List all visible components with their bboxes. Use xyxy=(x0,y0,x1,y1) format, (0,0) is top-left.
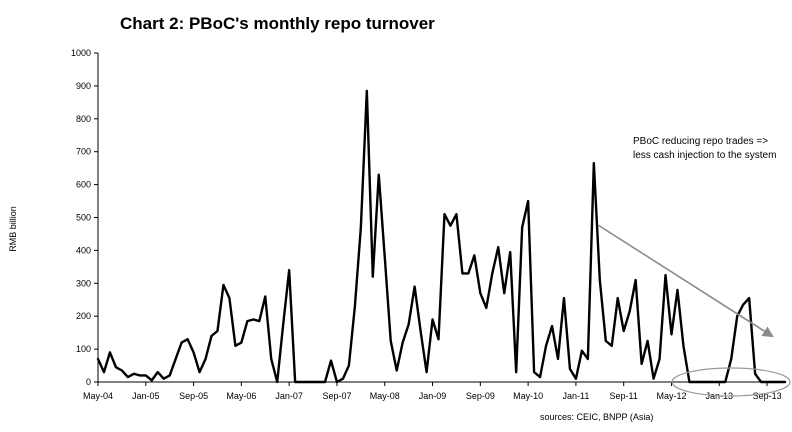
x-tick-label: May-12 xyxy=(656,391,686,401)
x-tick-label: Jan-05 xyxy=(132,391,160,401)
trend-annotation: PBoC reducing repo trades => less cash i… xyxy=(633,135,776,163)
repo-turnover-line xyxy=(96,89,787,384)
x-tick-label: May-08 xyxy=(370,391,400,401)
x-tick-label: Sep-11 xyxy=(610,391,638,401)
y-axis-ticks: 0 100 200 300 400 500 600 700 800 900 1000 xyxy=(71,48,98,387)
x-tick-label: May-04 xyxy=(83,391,113,401)
y-tick-label: 500 xyxy=(76,213,91,223)
x-tick-label: Jan-09 xyxy=(419,391,447,401)
x-tick-label: Sep-13 xyxy=(753,391,782,401)
trend-arrow xyxy=(597,224,774,338)
y-tick-label: 600 xyxy=(76,180,91,190)
annotation-line-2: less cash injection to the system xyxy=(633,150,777,161)
y-tick-label: 100 xyxy=(76,344,91,354)
series-group xyxy=(96,89,787,384)
y-tick-label: 900 xyxy=(76,81,91,91)
y-tick-label: 200 xyxy=(76,311,91,321)
y-tick-label: 0 xyxy=(86,377,91,387)
y-tick-label: 700 xyxy=(76,147,91,157)
x-tick-label: Sep-05 xyxy=(179,391,208,401)
annotation-line-1: PBoC reducing repo trades => xyxy=(633,136,769,147)
x-tick-label: Jan-07 xyxy=(275,391,303,401)
chart-title: Chart 2: PBoC's monthly repo turnover xyxy=(120,14,435,33)
overlay-group xyxy=(597,224,791,397)
y-tick-label: 800 xyxy=(76,114,91,124)
x-tick-label: Sep-09 xyxy=(466,391,495,401)
x-tick-label: May-10 xyxy=(513,391,543,401)
highlight-ellipse xyxy=(671,367,791,397)
x-tick-label: Jan-11 xyxy=(562,391,589,401)
source-note: sources: CEIC, BNPP (Asia) xyxy=(540,412,654,422)
y-tick-label: 1000 xyxy=(71,48,91,58)
x-tick-label: May-06 xyxy=(226,391,256,401)
y-tick-label: 300 xyxy=(76,278,91,288)
x-tick-label: Sep-07 xyxy=(322,391,351,401)
x-axis-ticks: May-04 Jan-05 Sep-05 May-06 Jan-07 Sep-07 May-… xyxy=(83,382,782,401)
y-tick-label: 400 xyxy=(76,245,91,255)
